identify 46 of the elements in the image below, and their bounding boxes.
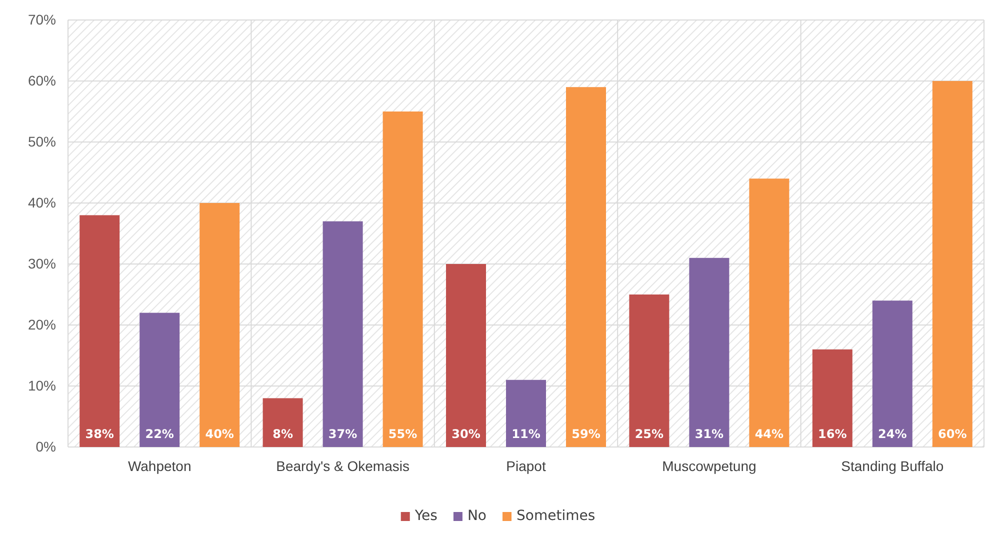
x-tick-label: Piapot [506,458,546,474]
x-tick-label: Muscowpetung [662,458,756,474]
legend-label: Yes [414,508,438,524]
data-label: 25% [634,427,664,441]
bar [80,215,120,447]
x-tick-label: Beardy's & Okemasis [276,458,410,474]
bar [629,294,670,447]
data-label: 44% [754,427,784,441]
legend-label: No [467,508,487,524]
data-label: 38% [85,427,114,441]
bar [262,398,303,447]
y-tick-label: 70% [28,11,56,28]
bar [932,81,972,447]
bar [506,380,546,447]
legend-label: Sometimes [516,508,596,524]
y-tick-label: 60% [28,72,56,88]
x-tick-label: Standing Buffalo [841,458,944,474]
bar [872,300,912,447]
bar [446,264,486,447]
y-tick-label: 30% [28,255,56,272]
y-tick-label: 0% [36,438,56,454]
bar [200,203,240,447]
data-label: 60% [938,427,967,441]
bar [566,87,606,447]
y-tick-label: 20% [28,316,56,332]
bar [382,112,423,447]
bar [812,349,852,447]
data-label: 16% [818,427,847,441]
bar [749,178,790,447]
y-tick-label: 40% [28,194,56,210]
data-label: 11% [512,427,540,441]
data-label: 40% [205,427,234,441]
bar [322,221,363,447]
bar [140,312,180,447]
bar [689,258,730,447]
data-label: 22% [145,427,174,441]
data-label: 30% [452,427,480,441]
y-tick-label: 50% [28,133,56,150]
data-label: 8% [272,427,293,441]
data-label: 37% [328,427,358,441]
data-label: 59% [572,427,600,441]
y-tick-label: 10% [28,377,56,394]
x-tick-label: Wahpeton [128,458,192,474]
data-label: 24% [878,427,907,441]
data-label: 55% [388,427,418,441]
data-label: 31% [694,427,724,441]
